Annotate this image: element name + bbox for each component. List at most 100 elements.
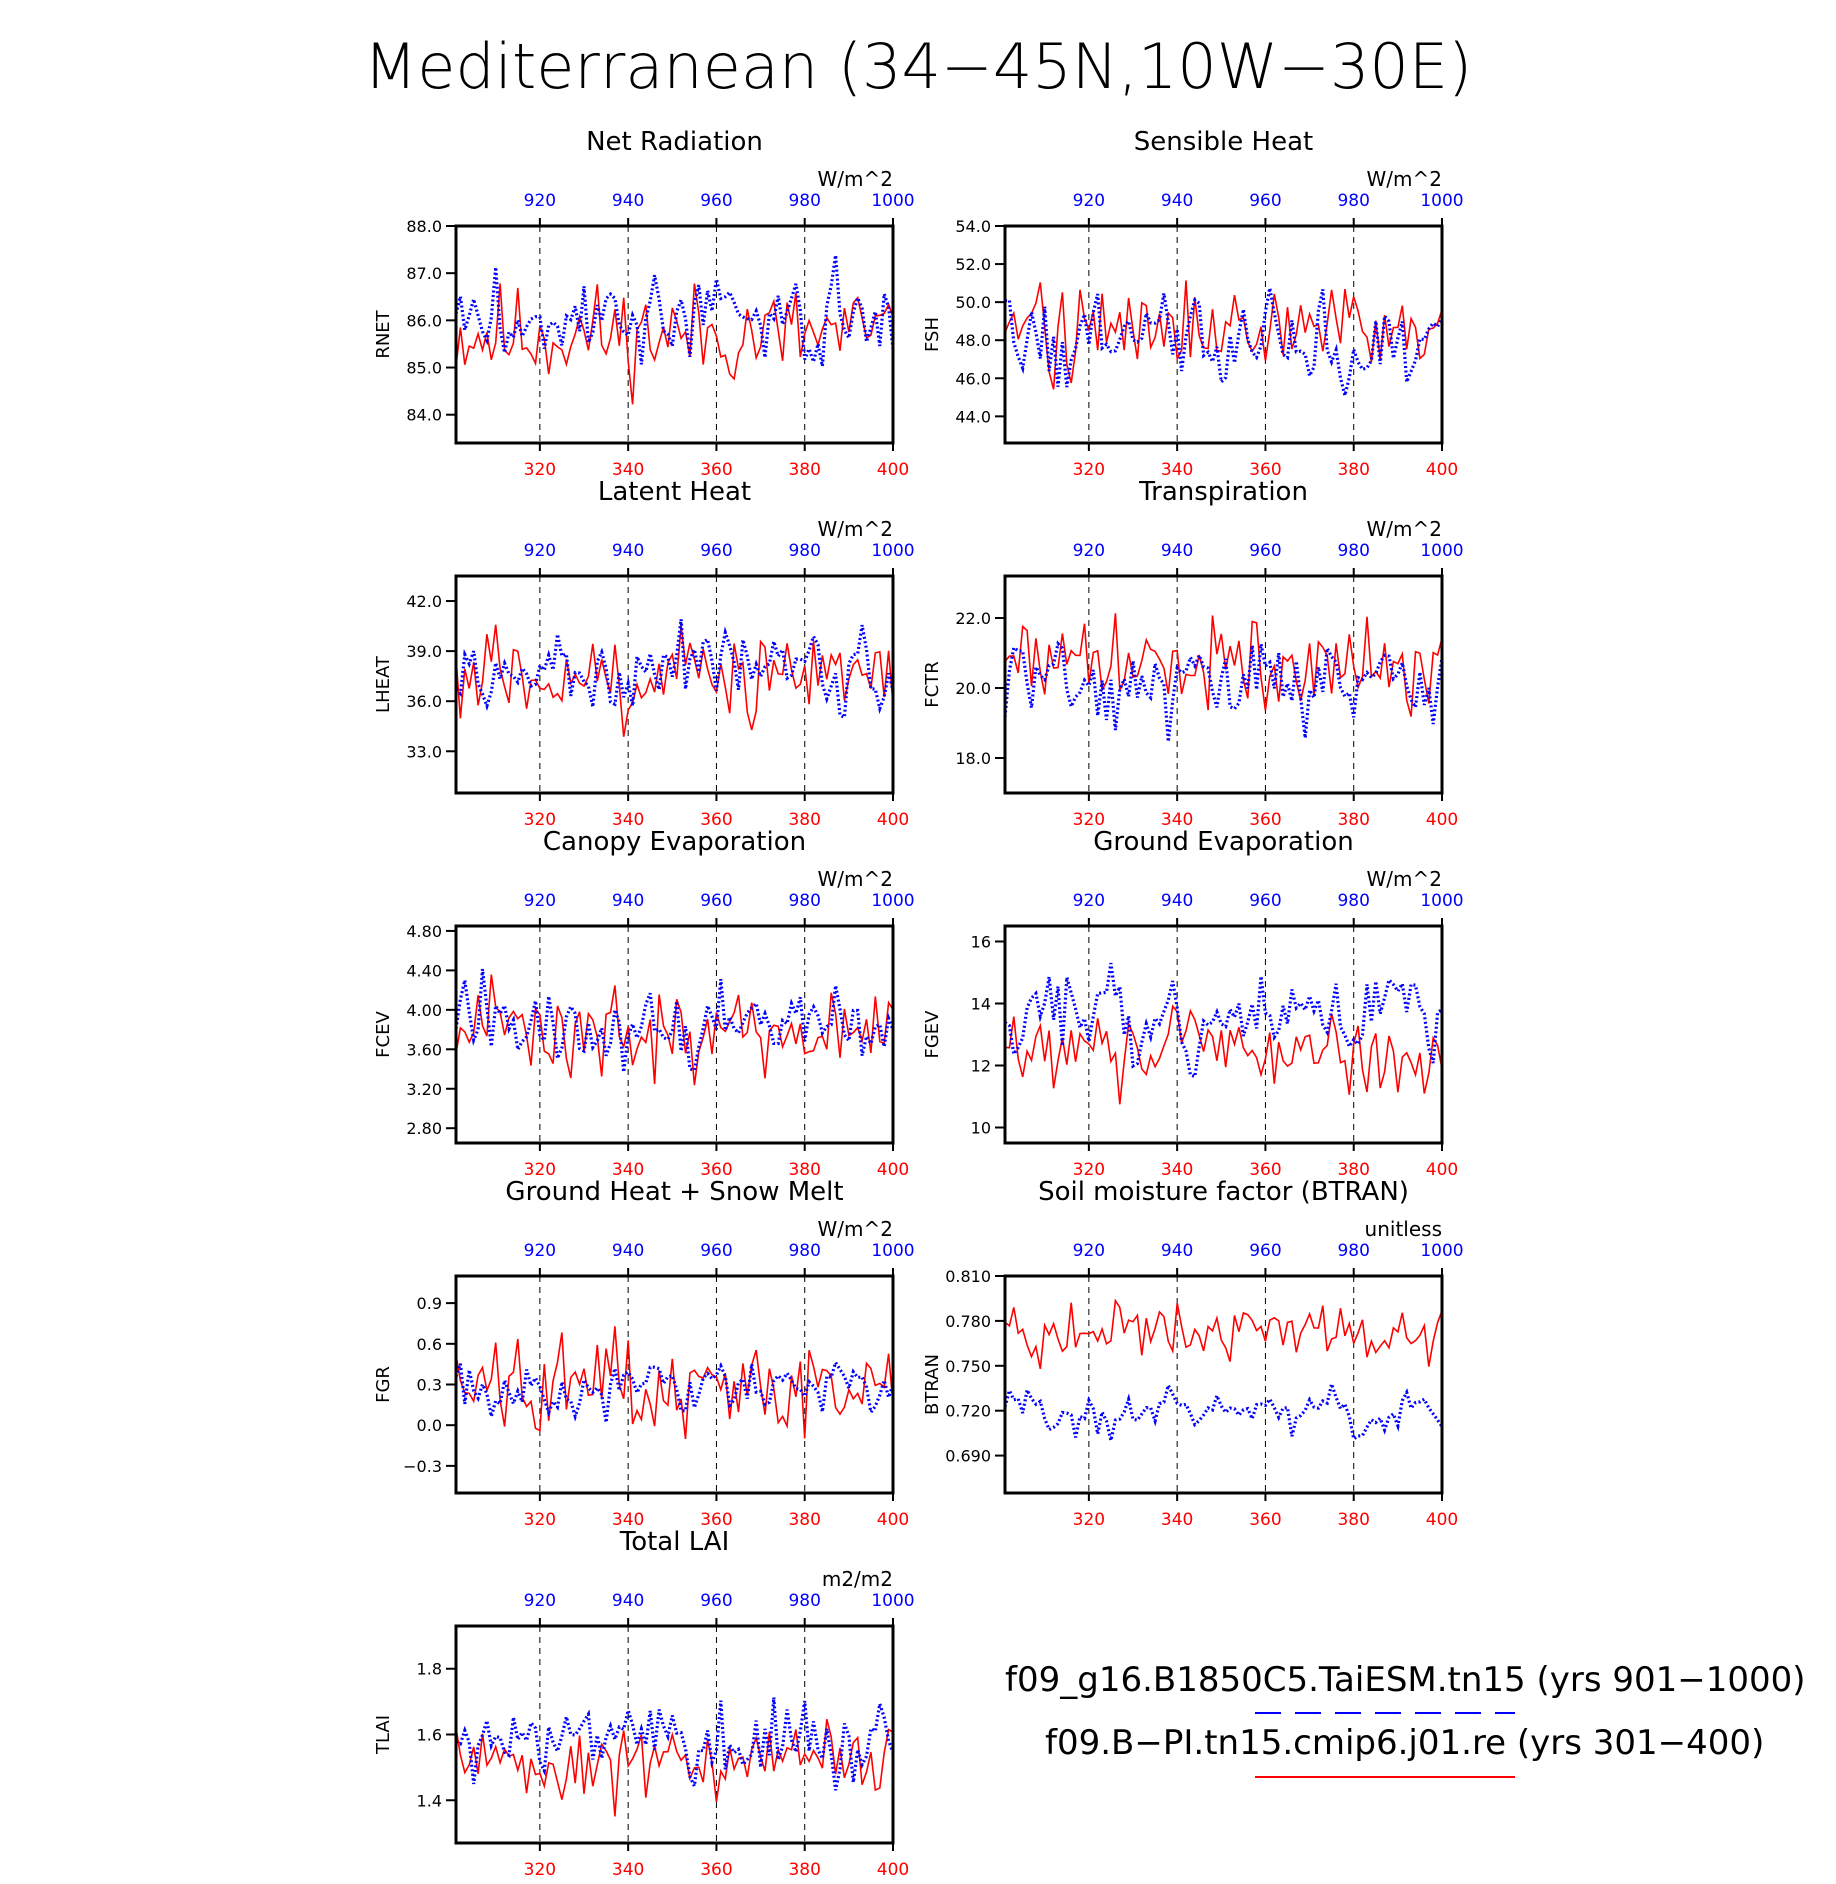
series-line-red <box>1004 280 1443 390</box>
series-line-red <box>455 624 894 737</box>
x-tick-label-top: 940 <box>1161 891 1193 911</box>
x-tick-label-top: 940 <box>612 891 644 911</box>
x-tick-label-top: 940 <box>612 541 644 561</box>
y-tick-label: 22.0 <box>955 609 991 628</box>
y-tick-label: 0.750 <box>945 1357 991 1376</box>
y-tick-label: 3.60 <box>406 1040 442 1059</box>
series-line-red <box>455 283 894 405</box>
x-tick-label-bottom: 340 <box>612 810 644 830</box>
x-tick-label-top: 960 <box>700 191 732 211</box>
x-tick-label-top: 920 <box>1073 891 1105 911</box>
units-label: W/m^2 <box>818 517 893 541</box>
x-tick-label-bottom: 320 <box>524 1160 556 1180</box>
units-label: W/m^2 <box>1367 517 1442 541</box>
x-tick-label-bottom: 400 <box>877 1160 909 1180</box>
chart-panel-rnet: Net Radiation W/m^2 RNET 84.0 85.0 86.0 87.0 88… <box>373 127 915 480</box>
x-tick-label-top: 980 <box>788 1591 820 1611</box>
x-tick-label-top: 920 <box>1073 191 1105 211</box>
y-tick-label: 39.0 <box>406 642 442 661</box>
x-tick-label-bottom: 320 <box>1073 460 1105 480</box>
units-label: W/m^2 <box>818 867 893 891</box>
x-tick-label-bottom: 360 <box>700 1510 732 1530</box>
chart-panel-fgev: Ground Evaporation W/m^2 FGEV 10 12 14 16 320 92… <box>922 827 1464 1180</box>
panel-title: Soil moisture factor (BTRAN) <box>1038 1177 1409 1207</box>
y-tick-label: 0.780 <box>945 1312 991 1331</box>
x-tick-label-bottom: 320 <box>1073 1510 1105 1530</box>
x-tick-label-bottom: 320 <box>524 810 556 830</box>
series-line-blue <box>454 1358 895 1423</box>
series-line-blue <box>454 968 895 1073</box>
x-tick-label-top: 960 <box>1249 191 1281 211</box>
plot-frame <box>454 224 895 445</box>
x-tick-label-bottom: 400 <box>877 460 909 480</box>
x-tick-label-bottom: 360 <box>1249 1510 1281 1530</box>
y-tick-label: 0.810 <box>945 1267 991 1286</box>
x-tick-label-bottom: 340 <box>612 1860 644 1880</box>
x-tick-label-top: 1000 <box>871 1591 914 1611</box>
units-label: W/m^2 <box>818 1217 893 1241</box>
x-tick-label-top: 920 <box>524 191 556 211</box>
y-tick-label: 16 <box>971 933 991 952</box>
x-tick-label-top: 1000 <box>871 541 914 561</box>
y-tick-label: 12 <box>971 1057 991 1076</box>
x-tick-label-top: 960 <box>700 541 732 561</box>
y-axis-label: FCTR <box>922 661 943 707</box>
y-tick-label: 54.0 <box>955 217 991 236</box>
x-tick-label-bottom: 400 <box>1426 810 1458 830</box>
x-tick-label-top: 960 <box>1249 891 1281 911</box>
figure-title: Mediterranean (34−45N,10W−30E) <box>364 30 1473 103</box>
y-axis-label: RNET <box>373 309 394 358</box>
units-label: W/m^2 <box>818 167 893 191</box>
panel-title: Ground Heat + Snow Melt <box>505 1177 843 1207</box>
series-line-red <box>1004 613 1443 717</box>
chart-panel-fgr: Ground Heat + Snow Melt W/m^2 FGR −0.3 0.0 0.… <box>373 1177 915 1530</box>
y-tick-label: 87.0 <box>406 264 442 283</box>
legend-run1: f09_g16.B1850C5.TaiESM.tn15 (yrs 901−100… <box>1005 1660 1806 1700</box>
panel-title: Total LAI <box>619 1527 730 1557</box>
y-axis-label: LHEAT <box>373 655 394 713</box>
x-tick-label-bottom: 320 <box>1073 1160 1105 1180</box>
y-tick-label: 44.0 <box>955 407 991 426</box>
x-tick-label-bottom: 360 <box>1249 1160 1281 1180</box>
x-tick-label-top: 940 <box>612 1591 644 1611</box>
y-tick-label: 0.9 <box>417 1294 442 1313</box>
legend-run2: f09.B−PI.tn15.cmip6.j01.re (yrs 301−400) <box>1045 1723 1764 1763</box>
x-tick-label-bottom: 340 <box>612 1510 644 1530</box>
x-tick-label-bottom: 320 <box>524 1510 556 1530</box>
x-tick-label-bottom: 400 <box>877 1860 909 1880</box>
series-line-blue <box>1003 1378 1444 1442</box>
y-tick-label: 86.0 <box>406 311 442 330</box>
x-tick-label-bottom: 340 <box>1161 1160 1193 1180</box>
x-tick-label-top: 1000 <box>871 891 914 911</box>
x-tick-label-bottom: 320 <box>1073 810 1105 830</box>
plot-frame <box>1003 574 1444 795</box>
x-tick-label-top: 920 <box>524 891 556 911</box>
x-tick-label-bottom: 360 <box>700 1160 732 1180</box>
x-tick-label-top: 920 <box>524 1591 556 1611</box>
x-tick-label-top: 920 <box>1073 1241 1105 1261</box>
x-tick-label-top: 1000 <box>871 1241 914 1261</box>
x-tick-label-top: 940 <box>612 1241 644 1261</box>
y-tick-label: 50.0 <box>955 293 991 312</box>
y-tick-label: 88.0 <box>406 217 442 236</box>
y-axis-label: FGEV <box>922 1010 943 1059</box>
x-tick-label-top: 980 <box>788 541 820 561</box>
y-tick-label: 1.4 <box>417 1791 442 1810</box>
x-tick-label-bottom: 340 <box>1161 810 1193 830</box>
x-tick-label-bottom: 400 <box>1426 1160 1458 1180</box>
y-tick-label: 4.40 <box>406 961 442 980</box>
panels: Net Radiation W/m^2 RNET 84.0 85.0 86.0 87.0 88… <box>373 127 1464 1880</box>
y-tick-label: 14 <box>971 995 991 1014</box>
y-tick-label: 4.00 <box>406 1001 442 1020</box>
x-tick-label-bottom: 380 <box>1337 1510 1369 1530</box>
units-label: W/m^2 <box>1367 167 1442 191</box>
x-tick-label-top: 1000 <box>1420 541 1463 561</box>
plot-frame <box>1003 224 1444 445</box>
units-label: W/m^2 <box>1367 867 1442 891</box>
y-tick-label: 10 <box>971 1119 991 1138</box>
y-tick-label: 0.3 <box>417 1376 442 1395</box>
series-line-red <box>455 1719 894 1817</box>
panel-title: Net Radiation <box>586 127 763 157</box>
y-axis-label: FSH <box>922 317 943 352</box>
